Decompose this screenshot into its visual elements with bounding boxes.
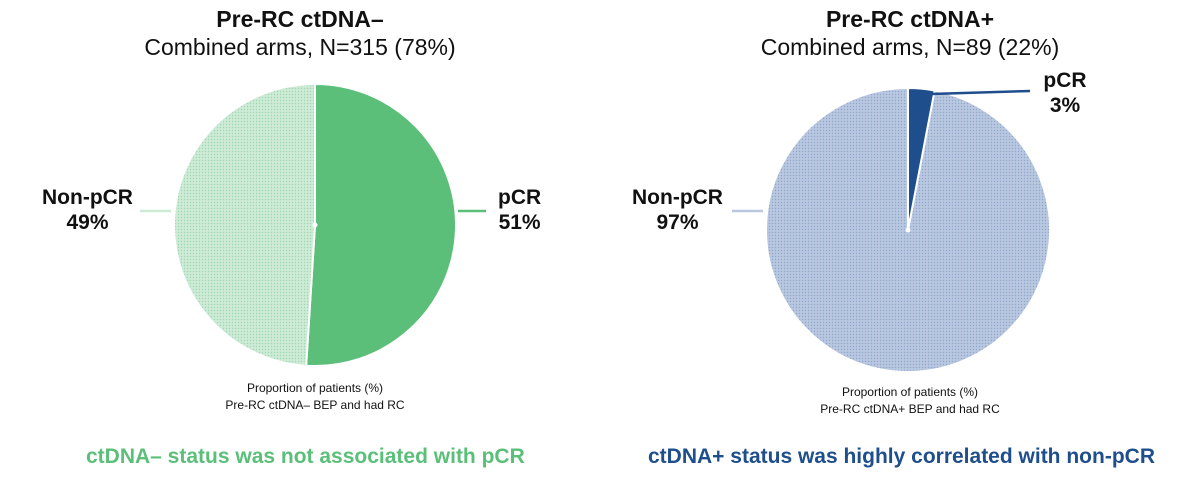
chart-title: Pre-RC ctDNA+ — [825, 6, 995, 32]
slice-name: pCR — [1043, 69, 1087, 92]
leader-line-pcr — [930, 89, 1031, 96]
chart-footnote: Proportion of patients (%) Pre-RC ctDNA–… — [0, 380, 600, 414]
footnote-line: Proportion of patients (%) — [246, 381, 384, 395]
pie-slice-non-pcr — [173, 82, 316, 367]
slice-value: 51% — [498, 211, 541, 234]
slice-value: 3% — [1049, 94, 1081, 117]
slice-label-pcr: pCR 3% — [1040, 68, 1090, 118]
footnote-line: Pre-RC ctDNA– BEP and had RC — [225, 398, 405, 412]
conclusion-text: ctDNA+ status was highly correlated with… — [648, 445, 1155, 468]
chart-title: Pre-RC ctDNA– — [216, 6, 384, 32]
slice-name: Non-pCR — [632, 186, 723, 209]
conclusion-text: ctDNA– status was not associated with pC… — [86, 445, 525, 468]
pie-slice-pcr — [305, 82, 457, 367]
slice-label-non-pcr: Non-pCR 49% — [40, 185, 135, 235]
slice-name: pCR — [498, 186, 542, 209]
chart-subtitle: Combined arms, N=89 (22%) — [760, 34, 1060, 60]
slice-value: 49% — [66, 211, 109, 234]
pie-slice-pcr — [907, 86, 936, 231]
pie-chart — [140, 82, 486, 367]
footnote-line: Proportion of patients (%) — [841, 385, 979, 399]
chart-panel-ctdna-negative: Pre-RC ctDNA– Combined arms, N=315 (78%)… — [0, 6, 600, 468]
pie-center-dot — [905, 227, 911, 233]
chart-footnote: Proportion of patients (%) Pre-RC ctDNA+… — [600, 384, 1200, 418]
slice-value: 97% — [656, 211, 699, 234]
pie-center-dot — [312, 222, 318, 228]
chart-panel-ctdna-positive: Pre-RC ctDNA+ Combined arms, N=89 (22%) … — [600, 0, 1200, 484]
footnote-line: Pre-RC ctDNA+ BEP and had RC — [820, 402, 1000, 416]
slice-name: Non-pCR — [42, 186, 133, 209]
slice-label-non-pcr: Non-pCR 97% — [630, 185, 725, 235]
pie-chart — [732, 86, 1051, 373]
slice-label-pcr: pCR 51% — [498, 185, 541, 235]
chart-subtitle: Combined arms, N=315 (78%) — [144, 34, 456, 60]
